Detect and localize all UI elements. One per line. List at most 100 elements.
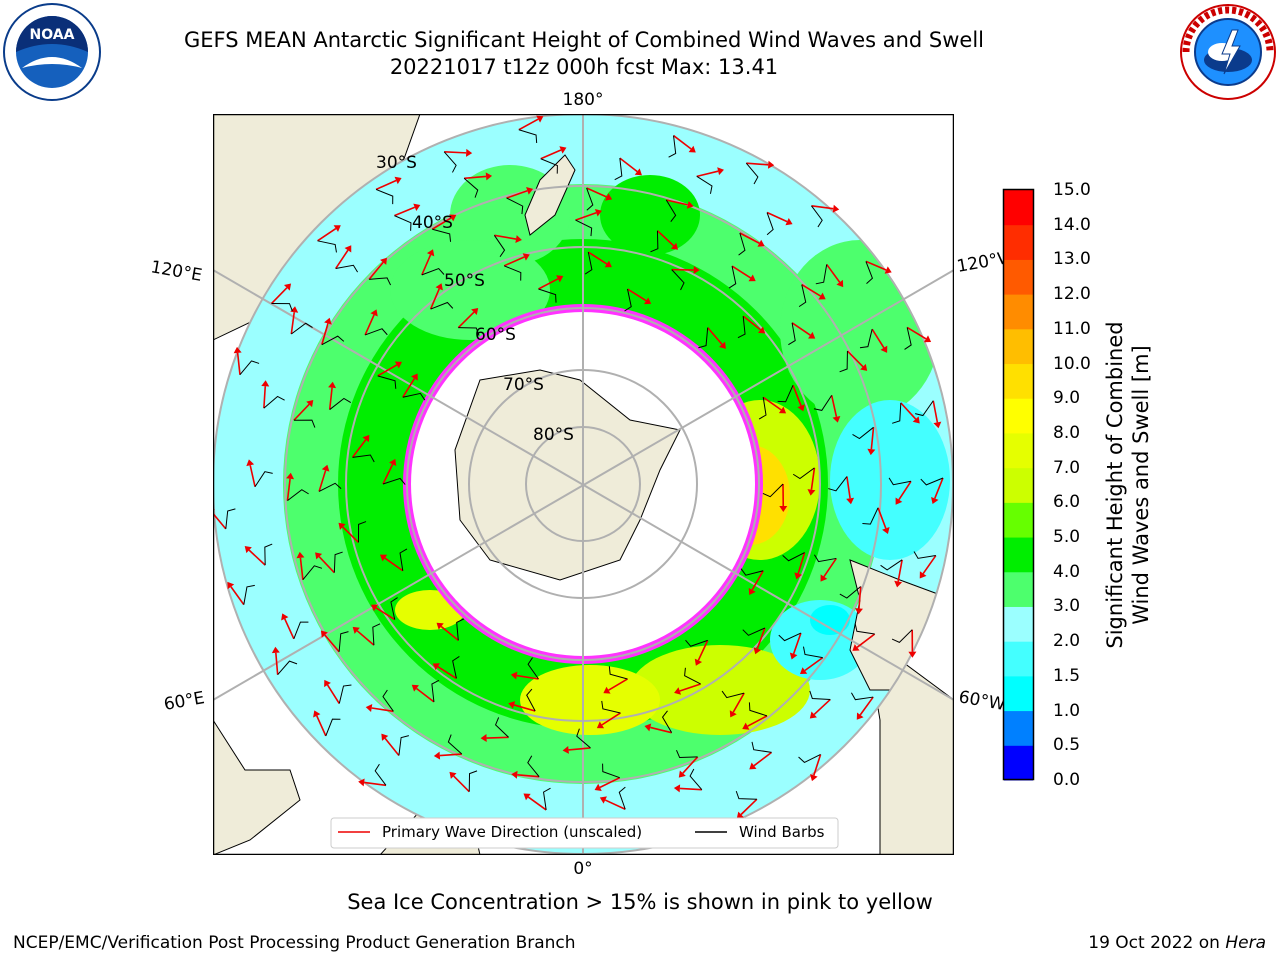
wave-arrow-head: [449, 214, 457, 222]
wave-arrow-shaft: [627, 288, 647, 302]
wave-arrow-head: [912, 416, 920, 424]
wave-arrow-shaft: [856, 633, 876, 648]
wave-arrow-shaft: [810, 467, 816, 490]
wave-arrow-shaft: [792, 385, 802, 407]
wave-arrow-head: [919, 571, 927, 579]
wind-barb: [601, 700, 621, 714]
wave-arrow-shaft: [826, 263, 841, 283]
wind-barb: [399, 548, 408, 571]
wind-barb: [264, 543, 273, 566]
wind-barb: [518, 129, 538, 144]
wave-arrow-shaft: [421, 254, 432, 276]
wave-arrow-shaft: [747, 715, 768, 727]
sea-ice-caption: Sea Ice Concentration > 15% is shown in …: [347, 890, 933, 914]
noaa-logo-text: NOAA: [30, 27, 75, 43]
wave-arrow-shaft: [791, 322, 811, 336]
wave-arrow-head: [328, 381, 337, 389]
wave-arrow-head: [485, 172, 493, 181]
wave-arrow-shaft: [364, 314, 375, 336]
wave-arrow-shaft: [286, 478, 291, 501]
wave-arrow-shaft: [517, 773, 540, 778]
wave-arrow-head: [895, 497, 903, 505]
wave-arrow-shaft: [846, 350, 864, 368]
wave-arrow-shaft: [756, 627, 766, 649]
wave-arrow-shaft: [604, 799, 626, 810]
wave-arrow-head: [321, 464, 330, 472]
colorbar-tick-label: 8.0: [1053, 422, 1081, 443]
wave-arrow-shaft: [871, 328, 885, 349]
wave-arrow-head: [411, 373, 418, 381]
wave-arrow-shaft: [368, 261, 384, 280]
wave-arrow-head: [271, 646, 280, 654]
wind-barb: [225, 508, 236, 529]
wave-direction-arrows: [213, 115, 944, 819]
wave-arrow-head: [778, 406, 787, 414]
polar-stereographic-map: Primary Wave Direction (unscaled) Wind B…: [213, 114, 954, 855]
wave-arrow-shaft: [823, 557, 837, 578]
wave-arrow-head: [688, 145, 696, 153]
colorbar-tick-label: 4.0: [1053, 561, 1081, 582]
wind-barb: [277, 660, 298, 676]
wave-arrow-head: [678, 770, 686, 778]
wind-barb: [243, 584, 255, 605]
wind-barb: [891, 629, 913, 643]
wave-arrow-shaft: [608, 678, 628, 691]
wave-arrow-head: [794, 572, 802, 580]
wind-barb: [254, 471, 273, 487]
wave-arrow-shaft: [753, 751, 773, 767]
wave-arrow-shaft: [656, 230, 675, 247]
wind-barb: [538, 288, 557, 303]
wind-barb: [782, 552, 805, 562]
wind-barb: [650, 230, 659, 253]
wave-arrow-head: [807, 489, 816, 496]
wave-arrow-shaft: [870, 427, 875, 450]
wind-barb: [430, 301, 454, 310]
wave-arrow-shaft: [898, 480, 912, 501]
wave-arrow-shaft: [682, 756, 699, 774]
wind-barb: [614, 158, 623, 181]
colorbar: [1002, 188, 1035, 781]
wave-arrow-head: [643, 297, 652, 305]
wave-arrow-shaft: [371, 707, 394, 713]
wind-barb: [239, 360, 260, 376]
wave-arrow-shaft: [732, 692, 745, 713]
wave-arrow-shaft: [932, 400, 939, 423]
wave-arrow-shaft: [384, 557, 404, 572]
wind-barb: [685, 639, 708, 647]
wind-barb: [839, 586, 862, 599]
wave-arrow-head: [923, 335, 932, 343]
wave-arrow-shaft: [877, 507, 887, 529]
lat-label-30s: 30°S: [376, 153, 417, 173]
wind-barb: [421, 267, 445, 276]
wind-barb: [575, 219, 593, 237]
colorbar-segment: [1004, 710, 1033, 746]
wave-arrow-shaft: [518, 118, 539, 131]
wind-barb: [447, 734, 463, 755]
wave-arrow-head: [596, 721, 605, 729]
wind-barb: [394, 215, 412, 231]
wave-arrow-head: [246, 459, 255, 467]
wind-barb: [751, 741, 772, 753]
wave-arrow-head: [789, 652, 798, 660]
wave-arrow-head: [736, 811, 744, 819]
colorbar-tick-label: 3.0: [1053, 596, 1081, 617]
nws-logo: [1180, 4, 1276, 100]
wave-arrow-head: [433, 751, 441, 760]
wind-barb: [792, 467, 815, 480]
wave-arrow-head: [673, 784, 681, 793]
wave-arrow-head: [748, 587, 756, 596]
wave-arrow-head: [854, 608, 863, 615]
wave-arrow-head: [820, 574, 828, 582]
wind-barb: [815, 264, 828, 285]
wave-arrow-head: [717, 167, 724, 176]
wave-arrow-shaft: [356, 630, 375, 646]
colorbar-segment: [1004, 641, 1033, 677]
wind-barb: [913, 551, 936, 559]
wind-barb: [452, 656, 460, 679]
lat-label-70s: 70°S: [503, 375, 544, 395]
wind-barb: [813, 554, 837, 563]
wind-barb: [293, 621, 309, 640]
wave-arrow-head: [324, 317, 332, 325]
colorbar-tick-label: 9.0: [1053, 388, 1081, 409]
wave-arrow-shaft: [444, 151, 467, 154]
